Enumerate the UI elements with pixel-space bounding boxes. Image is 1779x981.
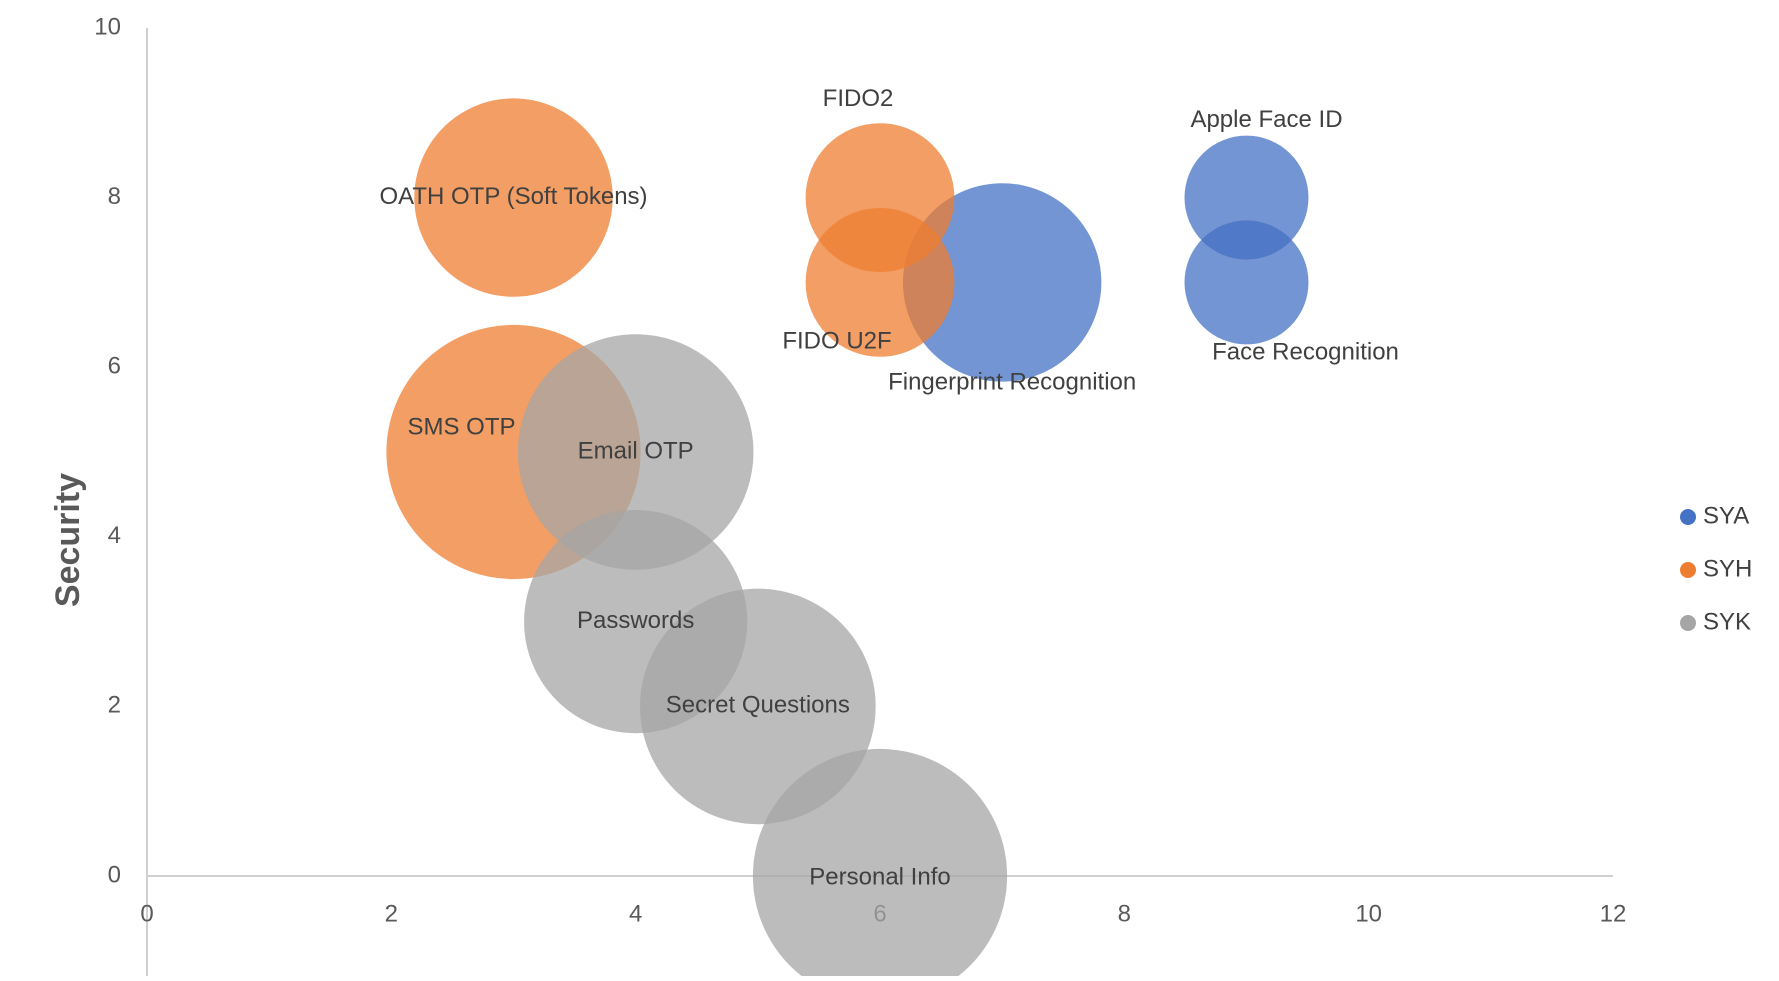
bubble-sya bbox=[1184, 135, 1309, 260]
bubble-label: Passwords bbox=[577, 607, 694, 634]
axes-group: 0246810024681012 bbox=[94, 13, 1626, 976]
bubble-label: Fingerprint Recognition bbox=[888, 369, 1136, 396]
x-tick-label: 2 bbox=[385, 900, 398, 927]
bubble-label: Secret Questions bbox=[666, 692, 850, 719]
y-tick-label: 2 bbox=[108, 692, 121, 719]
bubble-label: FIDO U2F bbox=[782, 328, 891, 355]
bubble-label: OATH OTP (Soft Tokens) bbox=[379, 183, 647, 210]
bubble-sya bbox=[902, 183, 1102, 382]
bubble-syh bbox=[805, 208, 955, 357]
bubble-labels-group: Apple Face ID Face Recognition Fingerprint… bbox=[379, 85, 1398, 890]
x-tick-label: 0 bbox=[140, 900, 153, 927]
y-axis-title: Security bbox=[49, 473, 87, 607]
y-tick-label: 6 bbox=[108, 353, 121, 380]
x-tick-label: 10 bbox=[1355, 900, 1382, 927]
bubble-label: Apple Face ID bbox=[1190, 106, 1342, 133]
y-tick-label: 0 bbox=[108, 861, 121, 888]
legend-marker-syk bbox=[1680, 615, 1696, 631]
y-tick-label: 8 bbox=[108, 183, 121, 210]
bubble-syk bbox=[517, 334, 754, 570]
bubble-label: Personal Info bbox=[809, 863, 950, 890]
x-tick-label: 12 bbox=[1600, 900, 1627, 927]
bubble-syk bbox=[524, 509, 748, 734]
bubble-label: Email OTP bbox=[578, 437, 694, 464]
y-tick-label: 4 bbox=[108, 522, 121, 549]
legend-marker-sya bbox=[1680, 509, 1696, 525]
bubbles-group bbox=[386, 98, 1309, 981]
bubble-sya bbox=[1184, 220, 1309, 345]
x-tick-label: 8 bbox=[1118, 900, 1131, 927]
legend-label-sya: SYA bbox=[1703, 502, 1749, 529]
bubble-syh bbox=[414, 98, 613, 297]
y-tick-label: 10 bbox=[94, 13, 121, 40]
legend-marker-syh bbox=[1680, 562, 1696, 578]
bubble-label: Face Recognition bbox=[1212, 339, 1399, 366]
legend: SYA SYH SYK bbox=[1680, 502, 1752, 635]
bubble-label: SMS OTP bbox=[407, 413, 515, 440]
bubble-label: FIDO2 bbox=[823, 85, 894, 112]
legend-label-syh: SYH bbox=[1703, 555, 1752, 582]
x-tick-label: 4 bbox=[629, 900, 642, 927]
legend-label-syk: SYK bbox=[1703, 608, 1751, 635]
